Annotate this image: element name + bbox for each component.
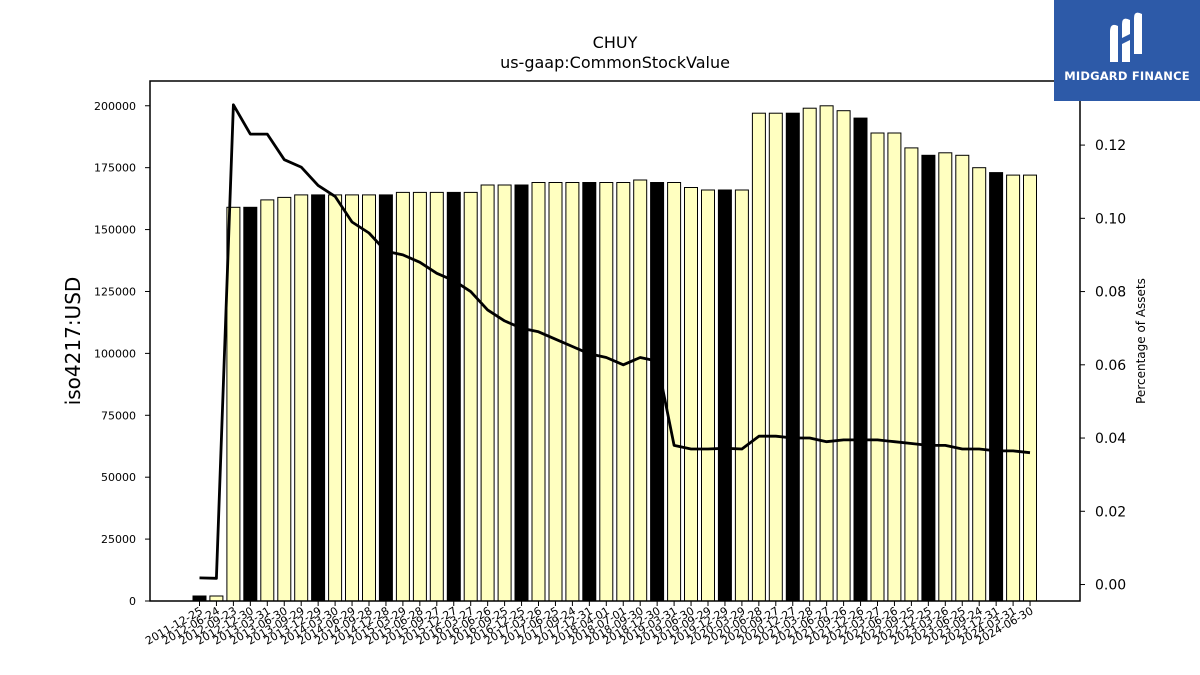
bar-2021-09-26 <box>836 110 851 602</box>
bar-2016-06-26 <box>480 184 495 602</box>
bar-2022-06-26 <box>887 132 902 602</box>
bar-2016-12-25 <box>514 184 529 602</box>
left-tick-label: 200000 <box>94 100 136 113</box>
right-tick-label: 0.06 <box>1095 358 1126 374</box>
bar-2018-12-30 <box>650 182 665 602</box>
bar-2023-06-25 <box>955 154 970 602</box>
bar-2019-03-31 <box>667 182 682 602</box>
bar-2023-09-24 <box>972 167 987 602</box>
bar-2021-12-26 <box>853 117 868 602</box>
bar-2012-12-30 <box>243 206 258 602</box>
left-tick-label: 150000 <box>94 224 136 237</box>
bar-2015-12-27 <box>446 191 461 602</box>
left-tick-label: 25000 <box>101 533 136 546</box>
bar-2024-03-31 <box>1006 174 1021 602</box>
bar-2020-03-29 <box>734 189 749 602</box>
bar-2017-06-25 <box>548 182 563 602</box>
chart-subtitle: us-gaap:CommonStockValue <box>500 53 730 72</box>
right-tick-label: 0.02 <box>1095 504 1126 520</box>
bar-2014-03-30 <box>328 194 343 602</box>
right-tick-label: 0.12 <box>1095 138 1126 154</box>
bar-2015-06-28 <box>412 191 427 602</box>
left-tick-label: 100000 <box>94 347 136 360</box>
bar-2022-12-25 <box>921 154 936 602</box>
bar-series <box>192 105 1037 602</box>
line-series <box>199 103 1031 580</box>
bar-2017-03-26 <box>531 182 546 602</box>
bar-2018-07-01 <box>616 182 631 602</box>
bar-2013-03-31 <box>260 199 275 602</box>
bar-2016-09-25 <box>497 184 512 602</box>
bar-2022-09-25 <box>904 147 919 602</box>
bar-2019-12-29 <box>717 189 732 602</box>
x-axis: 2011-12-252012-06-242012-09-232012-12-30… <box>143 601 1036 648</box>
brand-logo: MIDGARD FINANCE <box>1054 0 1200 101</box>
chart-title: CHUY <box>593 33 638 52</box>
bar-2023-12-31 <box>989 172 1004 602</box>
bar-2018-09-30 <box>633 179 648 602</box>
left-tick-label: 125000 <box>94 285 136 298</box>
bar-2019-09-29 <box>701 189 715 602</box>
left-axis-label: iso4217:USD <box>61 277 85 406</box>
bar-2022-03-27 <box>870 132 885 602</box>
bar-2020-12-27 <box>785 112 800 602</box>
right-tick-label: 0.10 <box>1095 211 1126 227</box>
left-tick-label: 75000 <box>101 409 136 422</box>
bar-2013-09-29 <box>294 194 309 602</box>
bar-2021-03-28 <box>802 107 817 602</box>
bar-2020-09-27 <box>768 112 783 602</box>
left-tick-label: 0 <box>129 595 136 608</box>
left-tick-label: 175000 <box>94 162 136 175</box>
plot-frame <box>149 80 1081 602</box>
right-tick-label: 0.00 <box>1095 578 1126 594</box>
bar-2017-09-24 <box>565 182 580 602</box>
bar-2015-09-27 <box>429 191 444 602</box>
logo-text: MIDGARD FINANCE <box>1064 69 1190 83</box>
left-axis: 0 25000 50000 75000 100000 125000 150000 175000… <box>94 100 150 608</box>
bar-2013-06-30 <box>277 196 292 602</box>
bar-2013-12-29 <box>311 194 326 602</box>
right-axis-label: Percentage of Assets <box>1134 278 1148 404</box>
bar-2014-09-28 <box>362 194 376 602</box>
percentage-line <box>199 103 1031 580</box>
bar-2018-04-01 <box>599 182 614 602</box>
bar-2020-06-28 <box>751 112 766 602</box>
midgard-m-icon <box>1110 12 1142 63</box>
right-axis: 0.00 0.02 0.04 0.06 0.08 0.10 0.12 <box>1080 138 1126 594</box>
bar-2021-06-27 <box>819 105 834 602</box>
left-tick-label: 50000 <box>101 471 136 484</box>
bar-2016-03-27 <box>463 191 478 602</box>
bar-2024-06-30 <box>1023 174 1037 602</box>
bar-2023-03-26 <box>938 152 953 602</box>
bar-2019-06-30 <box>684 187 698 602</box>
right-tick-label: 0.04 <box>1095 431 1126 447</box>
right-tick-label: 0.08 <box>1095 285 1126 301</box>
bar-2017-12-31 <box>582 182 597 602</box>
bar-2014-12-28 <box>378 194 393 602</box>
bar-2014-06-29 <box>345 194 359 602</box>
